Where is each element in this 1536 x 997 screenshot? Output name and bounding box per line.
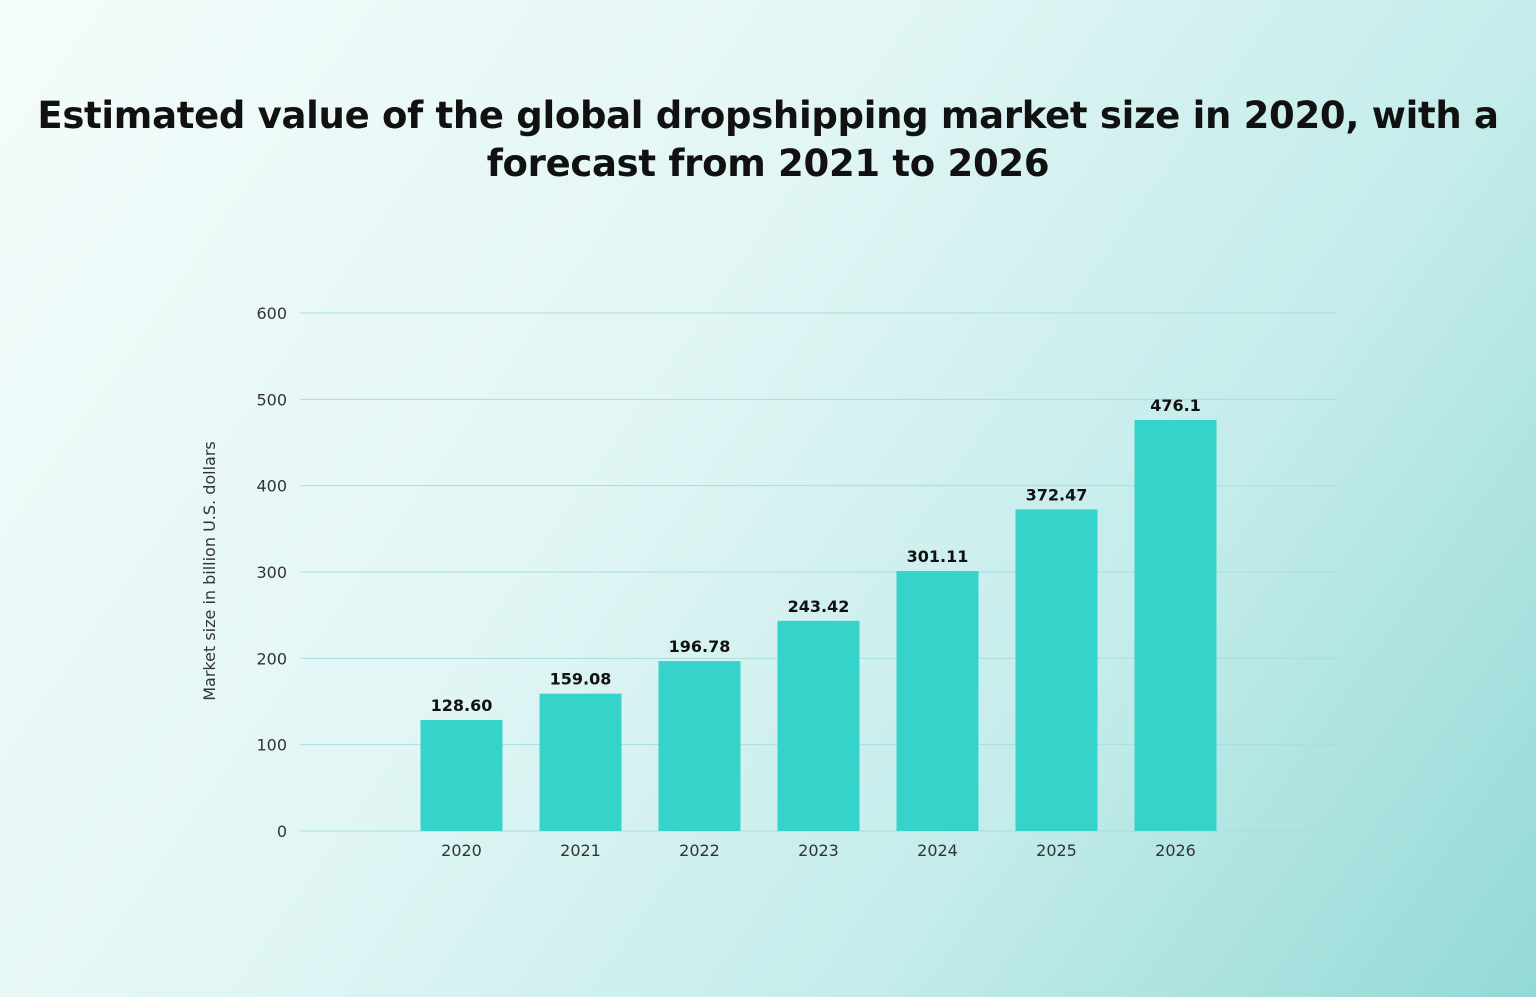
data-label: 243.42	[788, 597, 850, 616]
y-tick-label: 500	[256, 390, 287, 409]
bar-2020	[420, 719, 503, 831]
data-label: 159.08	[550, 670, 612, 689]
chart-title: Estimated value of the global dropshippi…	[37, 94, 1499, 185]
data-label: 372.47	[1026, 485, 1088, 504]
y-tick-label: 300	[256, 563, 287, 582]
data-label: 196.78	[669, 637, 731, 656]
y-tick-label: 600	[256, 304, 287, 323]
x-tick-label: 2024	[917, 841, 958, 860]
x-tick-label: 2022	[679, 841, 720, 860]
data-label: 476.1	[1150, 396, 1201, 415]
x-tick-label: 2020	[441, 841, 482, 860]
x-tick-label: 2026	[1155, 841, 1196, 860]
x-tick-label: 2025	[1036, 841, 1077, 860]
data-label: 301.11	[907, 547, 969, 566]
data-label: 128.60	[431, 696, 493, 715]
y-tick-label: 100	[256, 736, 287, 755]
bar-2026	[1134, 419, 1217, 831]
y-tick-label: 400	[256, 477, 287, 496]
y-tick-label: 0	[277, 822, 287, 841]
y-axis-label: Market size in billion U.S. dollars	[200, 441, 219, 701]
x-tick-label: 2023	[798, 841, 839, 860]
bar-2021	[539, 693, 622, 831]
bar-2025	[1015, 509, 1098, 831]
bar-2023	[777, 620, 860, 831]
x-tick-label: 2021	[560, 841, 601, 860]
bar-2024	[896, 571, 979, 831]
y-tick-label: 200	[256, 649, 287, 668]
bar-2022	[658, 661, 741, 831]
